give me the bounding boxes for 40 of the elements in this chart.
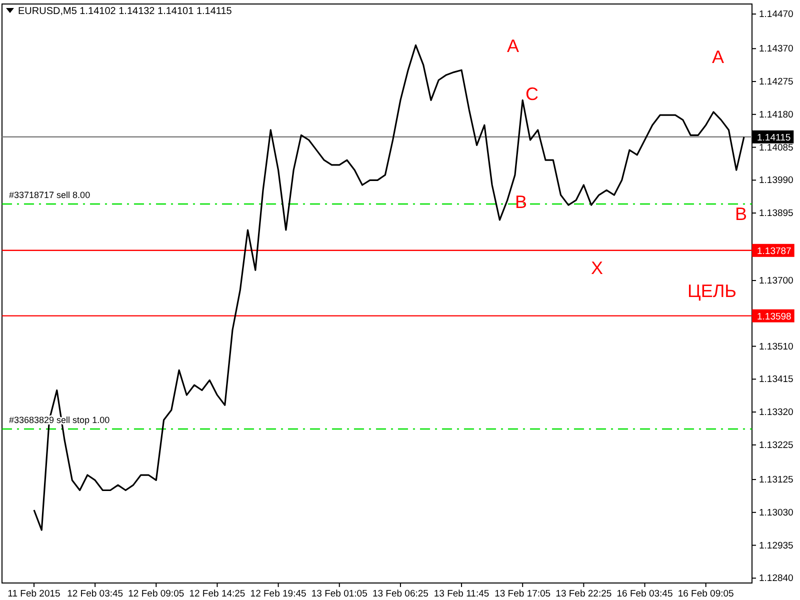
- ref-line-label: 1.14115: [757, 132, 791, 144]
- x-tick-label: 11 Feb 2015: [8, 588, 60, 600]
- x-tick-label: 16 Feb 03:45: [616, 588, 673, 600]
- annotation: A: [506, 36, 520, 56]
- ref-line-label: 1.13598: [757, 311, 792, 322]
- y-tick-label: 1.14370: [759, 44, 794, 55]
- annotation: B: [514, 192, 528, 212]
- y-tick-label: 1.13415: [759, 374, 794, 386]
- annotation: ЦЕЛЬ: [688, 281, 736, 301]
- y-tick-label: 1.14085: [759, 142, 794, 154]
- y-tick-label: 1.14470: [759, 9, 794, 20]
- y-tick-label: 1.13990: [759, 175, 794, 186]
- x-tick-label: 13 Feb 01:05: [311, 588, 368, 600]
- x-tick-label: 13 Feb 22:25: [556, 588, 612, 600]
- x-tick-label: 12 Feb 09:05: [128, 588, 184, 600]
- x-tick-label: 12 Feb 03:45: [67, 588, 124, 600]
- y-tick-label: 1.13225: [759, 440, 794, 451]
- annotation: C: [526, 84, 538, 104]
- y-tick-label: 1.13510: [759, 341, 794, 352]
- ref-line-label: 1.13787: [757, 246, 792, 257]
- y-tick-label: 1.13895: [759, 208, 794, 220]
- x-tick-label: 16 Feb 09:05: [678, 588, 734, 600]
- x-tick-label: 13 Feb 06:25: [372, 588, 428, 600]
- annotation: X: [590, 258, 604, 278]
- ref-line-label: #33718717 sell 8.00: [9, 190, 90, 200]
- x-tick-label: 13 Feb 11:45: [434, 588, 490, 600]
- y-tick-label: 1.13700: [759, 276, 794, 287]
- annotation: A: [712, 47, 724, 67]
- y-tick-label: 1.13125: [759, 474, 794, 486]
- x-tick-label: 12 Feb 19:45: [250, 588, 306, 600]
- y-tick-label: 1.14180: [759, 109, 794, 120]
- annotation: B: [734, 204, 748, 224]
- y-tick-label: 1.12935: [759, 540, 794, 552]
- y-tick-label: 1.13320: [759, 407, 794, 418]
- x-tick-label: 12 Feb 14:25: [189, 588, 246, 600]
- y-tick-label: 1.13030: [759, 507, 794, 518]
- y-tick-label: 1.12840: [759, 573, 794, 584]
- chart-title: EURUSD,M5 1.14102 1.14132 1.14101 1.14115: [18, 6, 232, 17]
- x-tick-label: 13 Feb 17:05: [494, 588, 551, 600]
- y-tick-label: 1.14275: [759, 76, 794, 88]
